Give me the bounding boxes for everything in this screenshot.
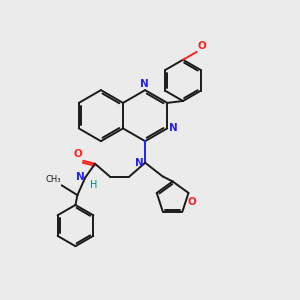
Text: H: H <box>90 180 98 190</box>
Text: N: N <box>140 79 148 89</box>
Text: N: N <box>169 123 178 134</box>
Text: O: O <box>74 149 82 159</box>
Text: O: O <box>198 41 206 51</box>
Text: N: N <box>135 158 144 168</box>
Text: N: N <box>76 172 84 182</box>
Text: O: O <box>188 197 196 207</box>
Text: CH₃: CH₃ <box>45 176 61 184</box>
